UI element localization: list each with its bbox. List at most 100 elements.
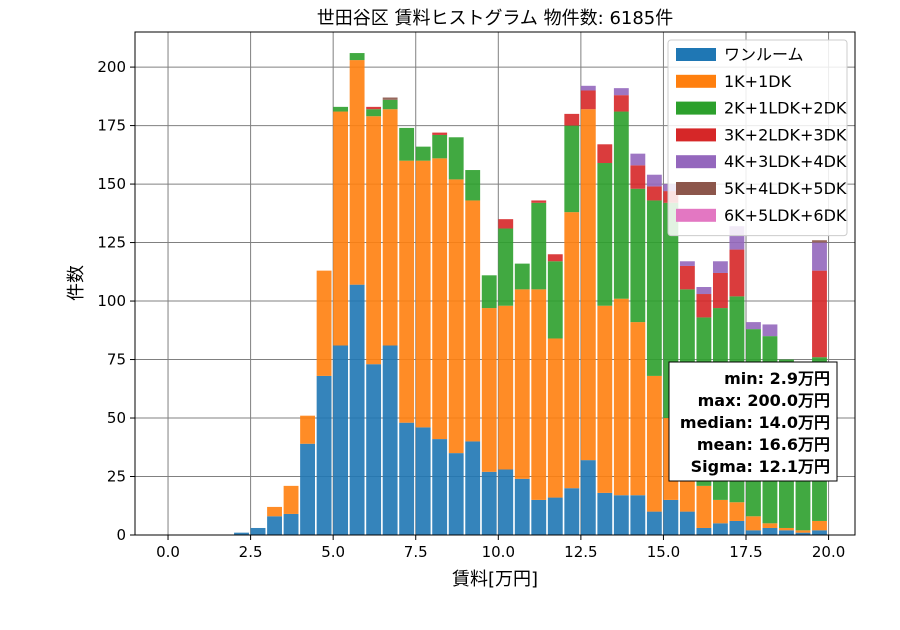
bar-segment xyxy=(333,111,349,346)
bar-segment xyxy=(465,200,481,442)
bar-segment xyxy=(465,441,481,535)
x-tick-label: 15.0 xyxy=(647,543,680,561)
bar-segment xyxy=(465,170,481,201)
legend-label: 4K+3LDK+4DK xyxy=(724,152,847,171)
legend-label: ワンルーム xyxy=(724,45,804,64)
bar-segment xyxy=(316,270,332,376)
y-tick-label: 0 xyxy=(116,526,126,544)
bar-segment xyxy=(366,109,382,117)
bar-segment xyxy=(580,90,596,110)
bar-segment xyxy=(547,254,563,262)
legend-swatch xyxy=(676,208,716,222)
bar-segment xyxy=(679,511,695,535)
bar-segment xyxy=(663,499,679,535)
legend-label: 1K+1DK xyxy=(724,72,792,91)
bar-segment xyxy=(630,322,646,496)
stats-line: max: 200.0万円 xyxy=(698,391,830,410)
bar-segment xyxy=(481,275,497,309)
bar-segment xyxy=(316,375,332,535)
x-tick-label: 10.0 xyxy=(482,543,515,561)
bar-segment xyxy=(746,516,761,531)
bar-segment xyxy=(366,116,382,365)
bar-segment xyxy=(679,261,695,266)
bar-segment xyxy=(762,527,778,535)
bar-segment xyxy=(812,530,827,535)
y-tick-label: 150 xyxy=(97,175,126,193)
legend-swatch xyxy=(676,48,716,61)
bar-segment xyxy=(746,322,761,330)
bar-segment xyxy=(646,186,662,201)
bar-segment xyxy=(580,109,596,461)
bar-segment xyxy=(795,532,811,535)
legend-swatch xyxy=(676,182,716,195)
bar-segment xyxy=(432,439,448,535)
legend-swatch xyxy=(676,74,716,88)
bar-segment xyxy=(432,132,448,135)
x-axis-ticks: 0.0 2.5 5.0 7.5 10.0 12.5 15.0 17.5 20.0 xyxy=(156,535,845,561)
legend-swatch xyxy=(676,128,716,142)
bar-segment xyxy=(564,113,580,126)
x-tick-label: 17.5 xyxy=(729,543,762,561)
bar-segment xyxy=(399,422,415,535)
stats-line: mean: 16.6万円 xyxy=(697,435,830,454)
x-tick-label: 20.0 xyxy=(812,543,845,561)
bar-segment xyxy=(333,106,349,112)
bar-segment xyxy=(812,270,827,358)
bar-segment xyxy=(613,88,629,96)
bar-segment xyxy=(432,158,448,440)
x-tick-label: 5.0 xyxy=(321,543,345,561)
y-tick-label: 25 xyxy=(107,468,126,486)
bar-segment xyxy=(812,520,827,531)
bar-segment xyxy=(696,485,712,528)
bar-segment xyxy=(514,289,530,479)
y-axis-ticks: 0 25 50 75 100 125 150 175 200 xyxy=(97,58,135,544)
bar-segment xyxy=(481,471,497,535)
bar-segment xyxy=(630,188,646,323)
bar-segment xyxy=(613,298,629,496)
bar-segment xyxy=(415,146,431,161)
bar-segment xyxy=(613,111,629,299)
bar-segment xyxy=(448,137,464,180)
bar-segment xyxy=(234,532,249,535)
bar-segment xyxy=(762,324,778,337)
bar-segment xyxy=(762,523,778,528)
bar-segment xyxy=(729,520,745,535)
bar-segment xyxy=(547,497,563,535)
bar-segment xyxy=(399,127,415,161)
y-tick-label: 50 xyxy=(107,409,126,427)
bar-segment xyxy=(432,134,448,159)
bar-segment xyxy=(531,200,547,203)
bar-segment xyxy=(679,478,695,512)
bar-segment xyxy=(514,263,530,290)
stats-line: median: 14.0万円 xyxy=(680,413,830,432)
bar-segment xyxy=(481,308,497,472)
bar-segment xyxy=(696,287,712,295)
x-tick-label: 2.5 xyxy=(239,543,263,561)
bar-segment xyxy=(597,163,613,306)
bar-segment xyxy=(382,97,398,100)
y-axis-label: 件数 xyxy=(66,265,87,301)
bar-segment xyxy=(646,174,662,187)
bar-segment xyxy=(415,427,431,535)
bar-segment xyxy=(498,469,514,535)
x-axis-label: 賃料[万円] xyxy=(452,569,538,590)
legend-label: 3K+2LDK+3DK xyxy=(724,125,847,144)
bar-segment xyxy=(613,95,629,112)
bar-segment xyxy=(498,228,514,306)
bar-segment xyxy=(448,453,464,535)
bar-segment xyxy=(712,499,728,524)
bar-segment xyxy=(283,485,299,514)
x-tick-label: 12.5 xyxy=(564,543,597,561)
bar-segment xyxy=(779,527,794,531)
bar-segment xyxy=(696,527,712,535)
bar-segment xyxy=(812,242,827,271)
bar-segment xyxy=(300,443,315,535)
stats-line: Sigma: 12.1万円 xyxy=(691,457,830,476)
bar-segment xyxy=(382,345,398,535)
bar-segment xyxy=(564,488,580,535)
bar-segment xyxy=(646,200,662,376)
bar-segment xyxy=(746,530,761,535)
bar-segment xyxy=(613,495,629,535)
legend-label: 6K+5LDK+6DK xyxy=(724,206,847,225)
